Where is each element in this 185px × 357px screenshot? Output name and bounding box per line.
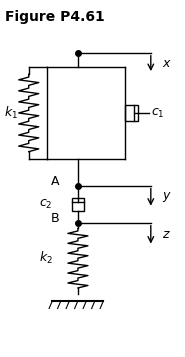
- Text: B: B: [51, 212, 60, 225]
- Text: $k_1$: $k_1$: [4, 105, 18, 121]
- Text: $x$: $x$: [162, 57, 171, 70]
- Text: $y$: $y$: [162, 190, 172, 204]
- Text: $z$: $z$: [162, 228, 171, 241]
- Text: $c_1$: $c_1$: [151, 106, 164, 120]
- Bar: [72, 198, 84, 211]
- Text: $k_2$: $k_2$: [38, 250, 52, 266]
- Text: A: A: [51, 175, 60, 188]
- Bar: [125, 105, 138, 121]
- Text: Figure P4.61: Figure P4.61: [5, 10, 105, 24]
- Text: $c_2$: $c_2$: [39, 197, 52, 211]
